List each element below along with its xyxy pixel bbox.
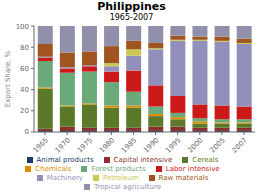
html-text:1965-2007: 1965-2007	[109, 13, 154, 22]
svg-text:1990: 1990	[142, 136, 160, 154]
svg-text:2007: 2007	[231, 136, 249, 154]
svg-text:1970: 1970	[54, 136, 72, 154]
svg-text:20: 20	[20, 107, 29, 115]
svg-text:60: 60	[20, 65, 29, 73]
svg-text:80: 80	[20, 44, 29, 52]
html-text:Tropical agriculture: Tropical agriculture	[94, 183, 161, 191]
svg-text:1965: 1965	[32, 136, 50, 154]
html-text:Chemicals: Chemicals	[35, 165, 72, 173]
html-text:Cereals: Cereals	[192, 156, 219, 164]
svg-text:1995: 1995	[164, 136, 182, 154]
svg-text:Export Share, %: Export Share, %	[4, 50, 12, 107]
html-text:Forest products: Forest products	[91, 165, 146, 173]
svg-text:100: 100	[16, 24, 29, 30]
svg-text:2000: 2000	[186, 136, 204, 154]
html-text:Raw materials: Raw materials	[158, 174, 209, 182]
svg-text:1980: 1980	[98, 136, 116, 154]
svg-text:1975: 1975	[76, 136, 94, 154]
html-text:Labor intensive: Labor intensive	[165, 165, 220, 173]
html-text:Capital intensive: Capital intensive	[113, 156, 173, 164]
svg-text:1985: 1985	[120, 136, 138, 154]
html-text:Petroleum: Petroleum	[103, 174, 139, 182]
svg-text:0: 0	[25, 128, 29, 136]
html-text:Animal products: Animal products	[36, 156, 94, 164]
html-text:Machinery: Machinery	[46, 174, 83, 182]
svg-text:40: 40	[20, 86, 29, 94]
html-text:Philippines: Philippines	[97, 0, 166, 13]
svg-text:2005: 2005	[209, 136, 227, 154]
